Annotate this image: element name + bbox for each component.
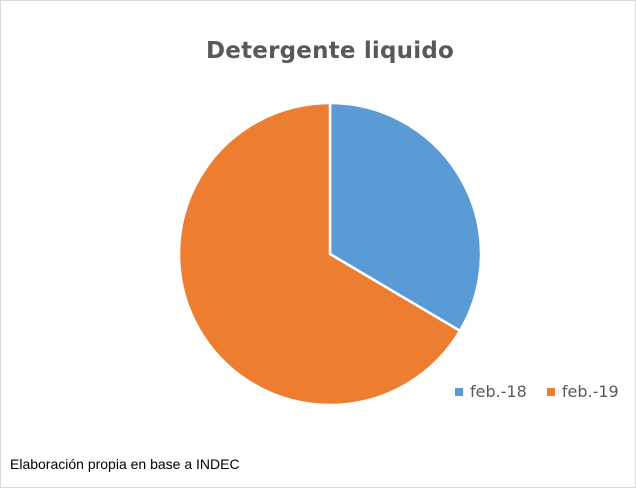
legend-label-feb-18: feb.-18 bbox=[470, 382, 527, 401]
pie-slice-feb-18 bbox=[328, 101, 483, 333]
chart-legend: feb.-18 feb.-19 bbox=[455, 382, 635, 401]
chart-title: Detergente liquido bbox=[205, 38, 455, 64]
legend-swatch-feb-18 bbox=[455, 387, 463, 396]
source-note: Elaboración propia en base a INDEC bbox=[10, 456, 240, 472]
legend-item-feb-19: feb.-19 bbox=[546, 382, 619, 401]
pie-slice-feb-19 bbox=[177, 101, 462, 407]
legend-item-feb-18: feb.-18 bbox=[455, 382, 527, 401]
legend-swatch-feb-19 bbox=[546, 387, 555, 396]
legend-label-feb-19: feb.-19 bbox=[561, 382, 619, 401]
